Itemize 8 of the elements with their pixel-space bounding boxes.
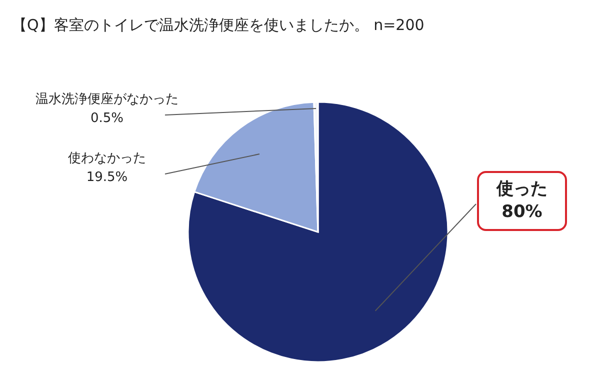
- data-label: 80%: [502, 202, 542, 222]
- slice-label: 温水洗浄便座がなかった: [36, 91, 178, 107]
- pie-slice: [187, 101, 449, 363]
- slice-label: 使った: [496, 179, 548, 199]
- chart-title: 【Q】客室のトイレで温水洗浄便座を使いましたか。 n=200: [12, 16, 424, 34]
- slice-label: 使わなかった: [68, 151, 146, 166]
- data-label: 0.5%: [90, 111, 124, 126]
- data-label: 19.5%: [86, 170, 128, 185]
